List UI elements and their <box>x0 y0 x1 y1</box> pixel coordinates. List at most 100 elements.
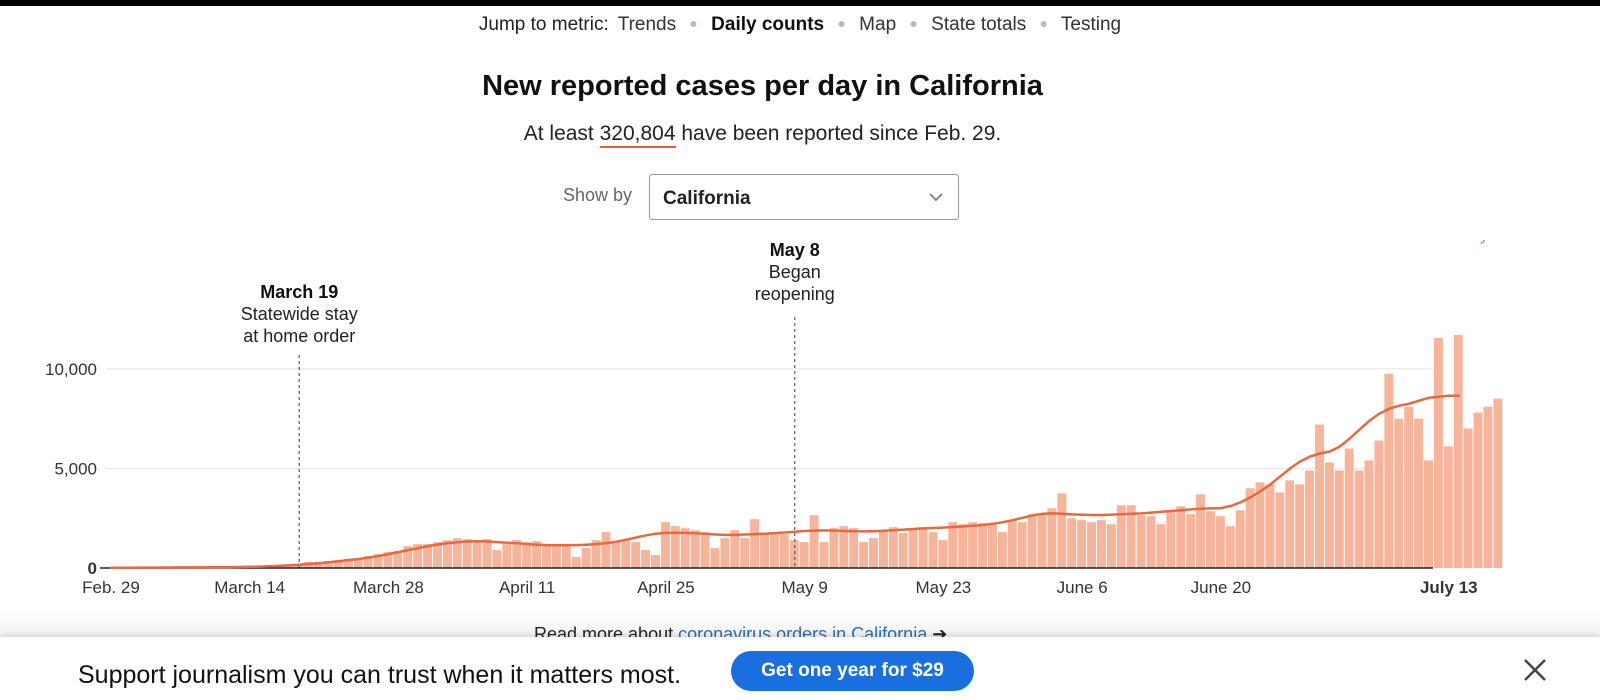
bar <box>700 532 710 568</box>
bar <box>1344 448 1354 568</box>
subtitle-post: have been reported since Feb. 29. <box>675 122 1002 145</box>
bar <box>343 559 353 568</box>
bar <box>1255 482 1265 568</box>
bar <box>938 540 948 568</box>
bar <box>779 534 789 568</box>
metric-link-trends[interactable]: Trends <box>617 14 677 35</box>
annotation-text: reopening <box>755 284 835 304</box>
x-tick-label: April 25 <box>637 578 695 597</box>
metric-link-daily-counts[interactable]: Daily counts <box>711 14 825 35</box>
bar <box>660 522 670 568</box>
bar <box>1424 460 1433 568</box>
bar <box>1047 508 1057 568</box>
metric-link-testing[interactable]: Testing <box>1060 14 1122 35</box>
bar <box>1295 484 1305 568</box>
subscribe-button[interactable]: Get one year for $29 <box>731 651 974 691</box>
bar <box>918 527 928 568</box>
x-axis: Feb. 29 March 14 March 28 April 11 April 25 M… <box>82 567 1478 597</box>
bar <box>1136 515 1146 568</box>
metric-link-map[interactable]: Map <box>859 14 897 35</box>
bar <box>799 542 809 568</box>
bar <box>690 530 700 568</box>
bar <box>859 542 869 568</box>
bar <box>383 552 393 568</box>
bar <box>403 546 413 568</box>
annotation-title: March 19 <box>260 282 338 302</box>
bar <box>869 538 878 569</box>
x-tick-label: April 11 <box>499 578 555 597</box>
bar <box>631 542 641 568</box>
bar <box>1196 494 1206 568</box>
read-more-link[interactable]: coronavirus orders in California <box>678 624 928 637</box>
annotation-text: Began <box>769 262 821 282</box>
bar <box>591 540 601 568</box>
bar <box>1305 470 1315 568</box>
x-tick-label: July 13 <box>1420 578 1478 597</box>
region-select[interactable]: California <box>649 174 959 220</box>
y-tick-label: 5,000 <box>54 459 97 478</box>
bar <box>898 533 908 568</box>
dot-separator-icon: ● <box>689 15 698 31</box>
bar <box>1453 334 1463 568</box>
bar <box>492 550 502 568</box>
x-tick-label: June 6 <box>1057 578 1108 597</box>
bar <box>1087 522 1096 568</box>
bar <box>601 532 611 568</box>
dot-separator-icon: ● <box>837 15 846 31</box>
bar <box>1483 406 1493 568</box>
bar <box>1443 446 1453 568</box>
bar <box>1037 514 1047 568</box>
subscribe-banner: Support journalism you can trust when it… <box>0 637 1600 700</box>
trend-layer: Weeklytrend <box>109 240 1488 570</box>
chart-gridlines <box>106 368 1433 469</box>
x-tick-label: May 23 <box>916 578 972 597</box>
bar <box>1315 424 1324 568</box>
bar <box>442 540 452 568</box>
bar <box>987 524 997 568</box>
bar <box>809 515 819 568</box>
close-icon[interactable] <box>1522 657 1548 683</box>
bar <box>522 542 532 568</box>
bar <box>423 544 433 568</box>
bar <box>333 560 343 568</box>
chart-title: New reported cases per day in California <box>482 70 1043 102</box>
bar <box>1097 520 1106 568</box>
bar <box>1225 526 1235 568</box>
bar <box>670 526 680 568</box>
bar <box>1334 470 1344 568</box>
bar <box>621 540 631 568</box>
bar <box>1106 524 1116 568</box>
bar <box>740 538 750 569</box>
footer-fade <box>0 612 1600 638</box>
bar <box>393 551 403 568</box>
bar <box>769 532 779 568</box>
bar <box>1067 518 1077 568</box>
trend-label: Weekly <box>1436 240 1488 244</box>
bar <box>1414 418 1424 569</box>
bar <box>611 542 621 568</box>
arrow-right-icon: ➔ <box>932 624 948 637</box>
bar <box>1354 470 1364 568</box>
bar <box>1186 514 1196 568</box>
weekly-trend-line <box>109 394 1460 570</box>
bar <box>512 540 522 568</box>
x-tick-label: May 9 <box>782 578 828 597</box>
bar <box>878 530 888 568</box>
bar <box>888 527 898 568</box>
bar <box>1116 505 1126 568</box>
x-tick-label: June 20 <box>1191 578 1252 597</box>
x-tick-label: March 14 <box>214 578 285 597</box>
bar <box>641 550 651 568</box>
subtitle-pre: At least <box>523 122 600 145</box>
annotation-title: May 8 <box>770 240 820 260</box>
bar <box>1265 484 1275 568</box>
metric-link-state-totals[interactable]: State totals <box>931 14 1027 35</box>
bar <box>1206 511 1215 568</box>
dot-separator-icon: ● <box>909 15 918 31</box>
bar <box>373 554 383 568</box>
bar <box>997 532 1007 568</box>
bar <box>1017 522 1027 568</box>
bar <box>1404 406 1414 568</box>
